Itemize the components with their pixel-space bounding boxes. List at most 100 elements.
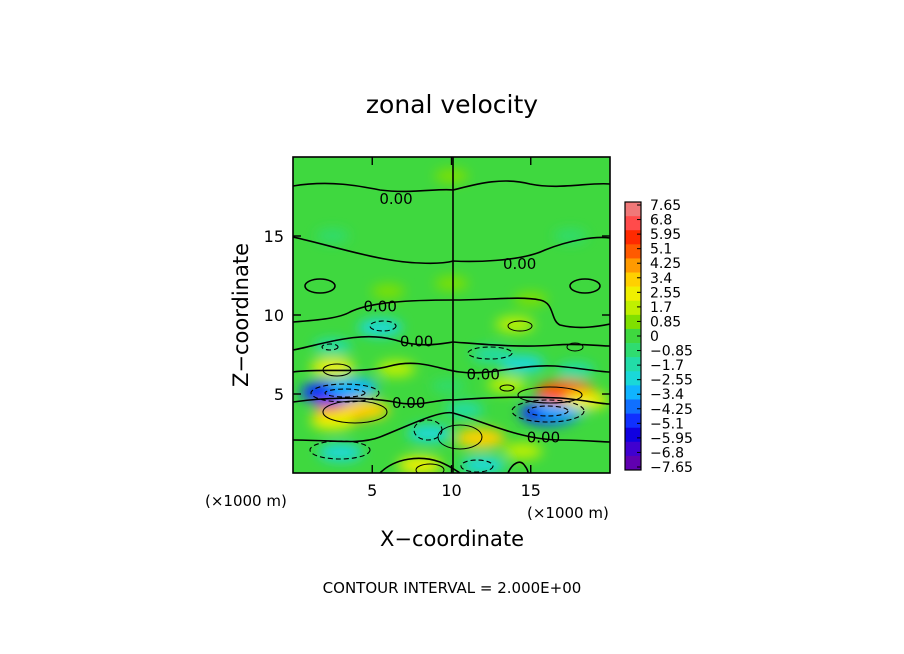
zero-contour: [379, 457, 461, 473]
contour-lines: [293, 157, 610, 473]
zero-contour: [507, 461, 529, 473]
y-axis-label: Z−coordinate: [229, 243, 253, 387]
y-tick-label: 10: [264, 306, 284, 325]
contour-negative: [413, 419, 443, 441]
colorbar-label: −4.25: [650, 402, 693, 418]
contour-labels: 0.000.000.000.000.000.000.00: [363, 190, 560, 447]
contour-negative: [310, 383, 380, 403]
x-tick-label: 15: [521, 481, 541, 500]
field-feature: [553, 228, 588, 244]
x-axis-label: X−coordinate: [380, 527, 524, 551]
contour-negative: [324, 388, 366, 398]
contour-negative: [309, 440, 371, 460]
colorbar-label: −3.4: [650, 387, 684, 403]
x-tick-label: 10: [441, 481, 461, 500]
field-feature: [339, 399, 390, 420]
colorbar-swatch: [625, 385, 641, 400]
y-axis-ticks: 5 10 15: [264, 227, 610, 404]
field-feature: [471, 346, 511, 363]
field-feature: [371, 284, 405, 299]
colorbar-swatch: [625, 230, 641, 245]
field-feature: [407, 424, 452, 443]
colorbar-label: −2.55: [650, 373, 693, 389]
contour-closed: [507, 320, 533, 332]
field-feature: [328, 377, 379, 398]
negative-contours: [309, 320, 585, 473]
field-feature: [376, 360, 416, 377]
contour-label: 0.00: [363, 298, 396, 316]
colorbar-label: 0: [650, 329, 659, 345]
colorbar-label: 2.55: [650, 285, 681, 301]
field-feature: [358, 318, 403, 337]
contour-closed: [569, 278, 601, 294]
contour-label: 0.00: [392, 394, 425, 412]
colorbar-label: −5.95: [650, 431, 693, 447]
colorbar-swatch: [625, 399, 641, 414]
colorbar-label: 5.1: [650, 242, 672, 258]
colorbar-label: 1.7: [650, 300, 672, 316]
colorbar-label: 4.25: [650, 256, 681, 272]
field-feature: [310, 411, 355, 430]
y-tick-label: 15: [264, 227, 284, 246]
colorbar-swatch: [625, 258, 641, 273]
colorbar-label: 3.4: [650, 271, 672, 287]
colorbar-label: −0.85: [650, 344, 693, 360]
colorbar-swatch: [625, 286, 641, 302]
contour-closed: [517, 386, 583, 404]
colorbar-label: 7.65: [650, 198, 681, 214]
colorbar-label: 5.95: [650, 227, 681, 243]
field-feature: [495, 316, 535, 333]
chart-title: zonal velocity: [366, 90, 538, 119]
colorbar-swatch: [625, 343, 641, 358]
colorbar-swatch: [625, 216, 641, 231]
contour-negative: [369, 320, 397, 332]
zero-contour: [293, 362, 610, 374]
contour-negative: [527, 405, 569, 417]
y-tick-label: 5: [274, 385, 284, 404]
colorbar-swatch: [625, 300, 641, 316]
contour-closed: [304, 278, 336, 294]
contour-negative: [511, 399, 585, 423]
zero-contour: [293, 297, 610, 329]
colorbar-swatch: [625, 371, 641, 386]
colorbar-label: −6.8: [650, 445, 684, 461]
contour-interval-note: CONTOUR INTERVAL = 2.000E+00: [323, 579, 582, 597]
contour-closed: [322, 363, 352, 377]
colorbar: 7.656.85.955.14.253.42.551.70.850−0.85−1…: [624, 198, 693, 476]
colorbar-label: −7.65: [650, 460, 693, 476]
colorbar-label: 0.85: [650, 314, 681, 330]
contour-closed: [322, 400, 388, 424]
colorbar-swatch: [625, 314, 641, 330]
x-axis-unit: (×1000 m): [527, 504, 609, 522]
field-feature: [444, 401, 484, 418]
colorbar-swatch: [625, 202, 641, 217]
contour-negative: [321, 343, 339, 351]
velocity-field: [300, 168, 609, 473]
contour-closed: [499, 384, 515, 392]
contour-label: 0.00: [527, 429, 560, 447]
x-axis-ticks: 5 10 15: [367, 157, 541, 500]
colorbar-label: −5.1: [650, 416, 684, 432]
field-feature: [310, 358, 355, 377]
colorbar-label: 6.8: [650, 213, 672, 229]
field-feature: [318, 443, 363, 462]
colorbar-label: −1.7: [650, 358, 684, 374]
field-feature: [500, 354, 545, 374]
colorbar-swatch: [625, 244, 641, 259]
colorbar-swatch: [625, 413, 641, 428]
contour-label: 0.00: [503, 255, 536, 273]
field-feature: [503, 442, 543, 459]
contour-label: 0.00: [466, 365, 499, 383]
contour-label: 0.00: [379, 190, 412, 208]
contour-closed: [415, 463, 445, 473]
contour-closed: [566, 342, 584, 352]
x-tick-label: 5: [367, 481, 377, 500]
colorbar-swatch: [625, 455, 641, 471]
contour-negative: [467, 346, 513, 360]
colorbar-swatch: [625, 441, 641, 457]
field-feature: [434, 168, 469, 183]
colorbar-swatch: [625, 427, 641, 443]
colorbar-swatch: [625, 272, 641, 287]
field-feature: [431, 379, 466, 394]
colorbar-swatch: [625, 328, 641, 344]
